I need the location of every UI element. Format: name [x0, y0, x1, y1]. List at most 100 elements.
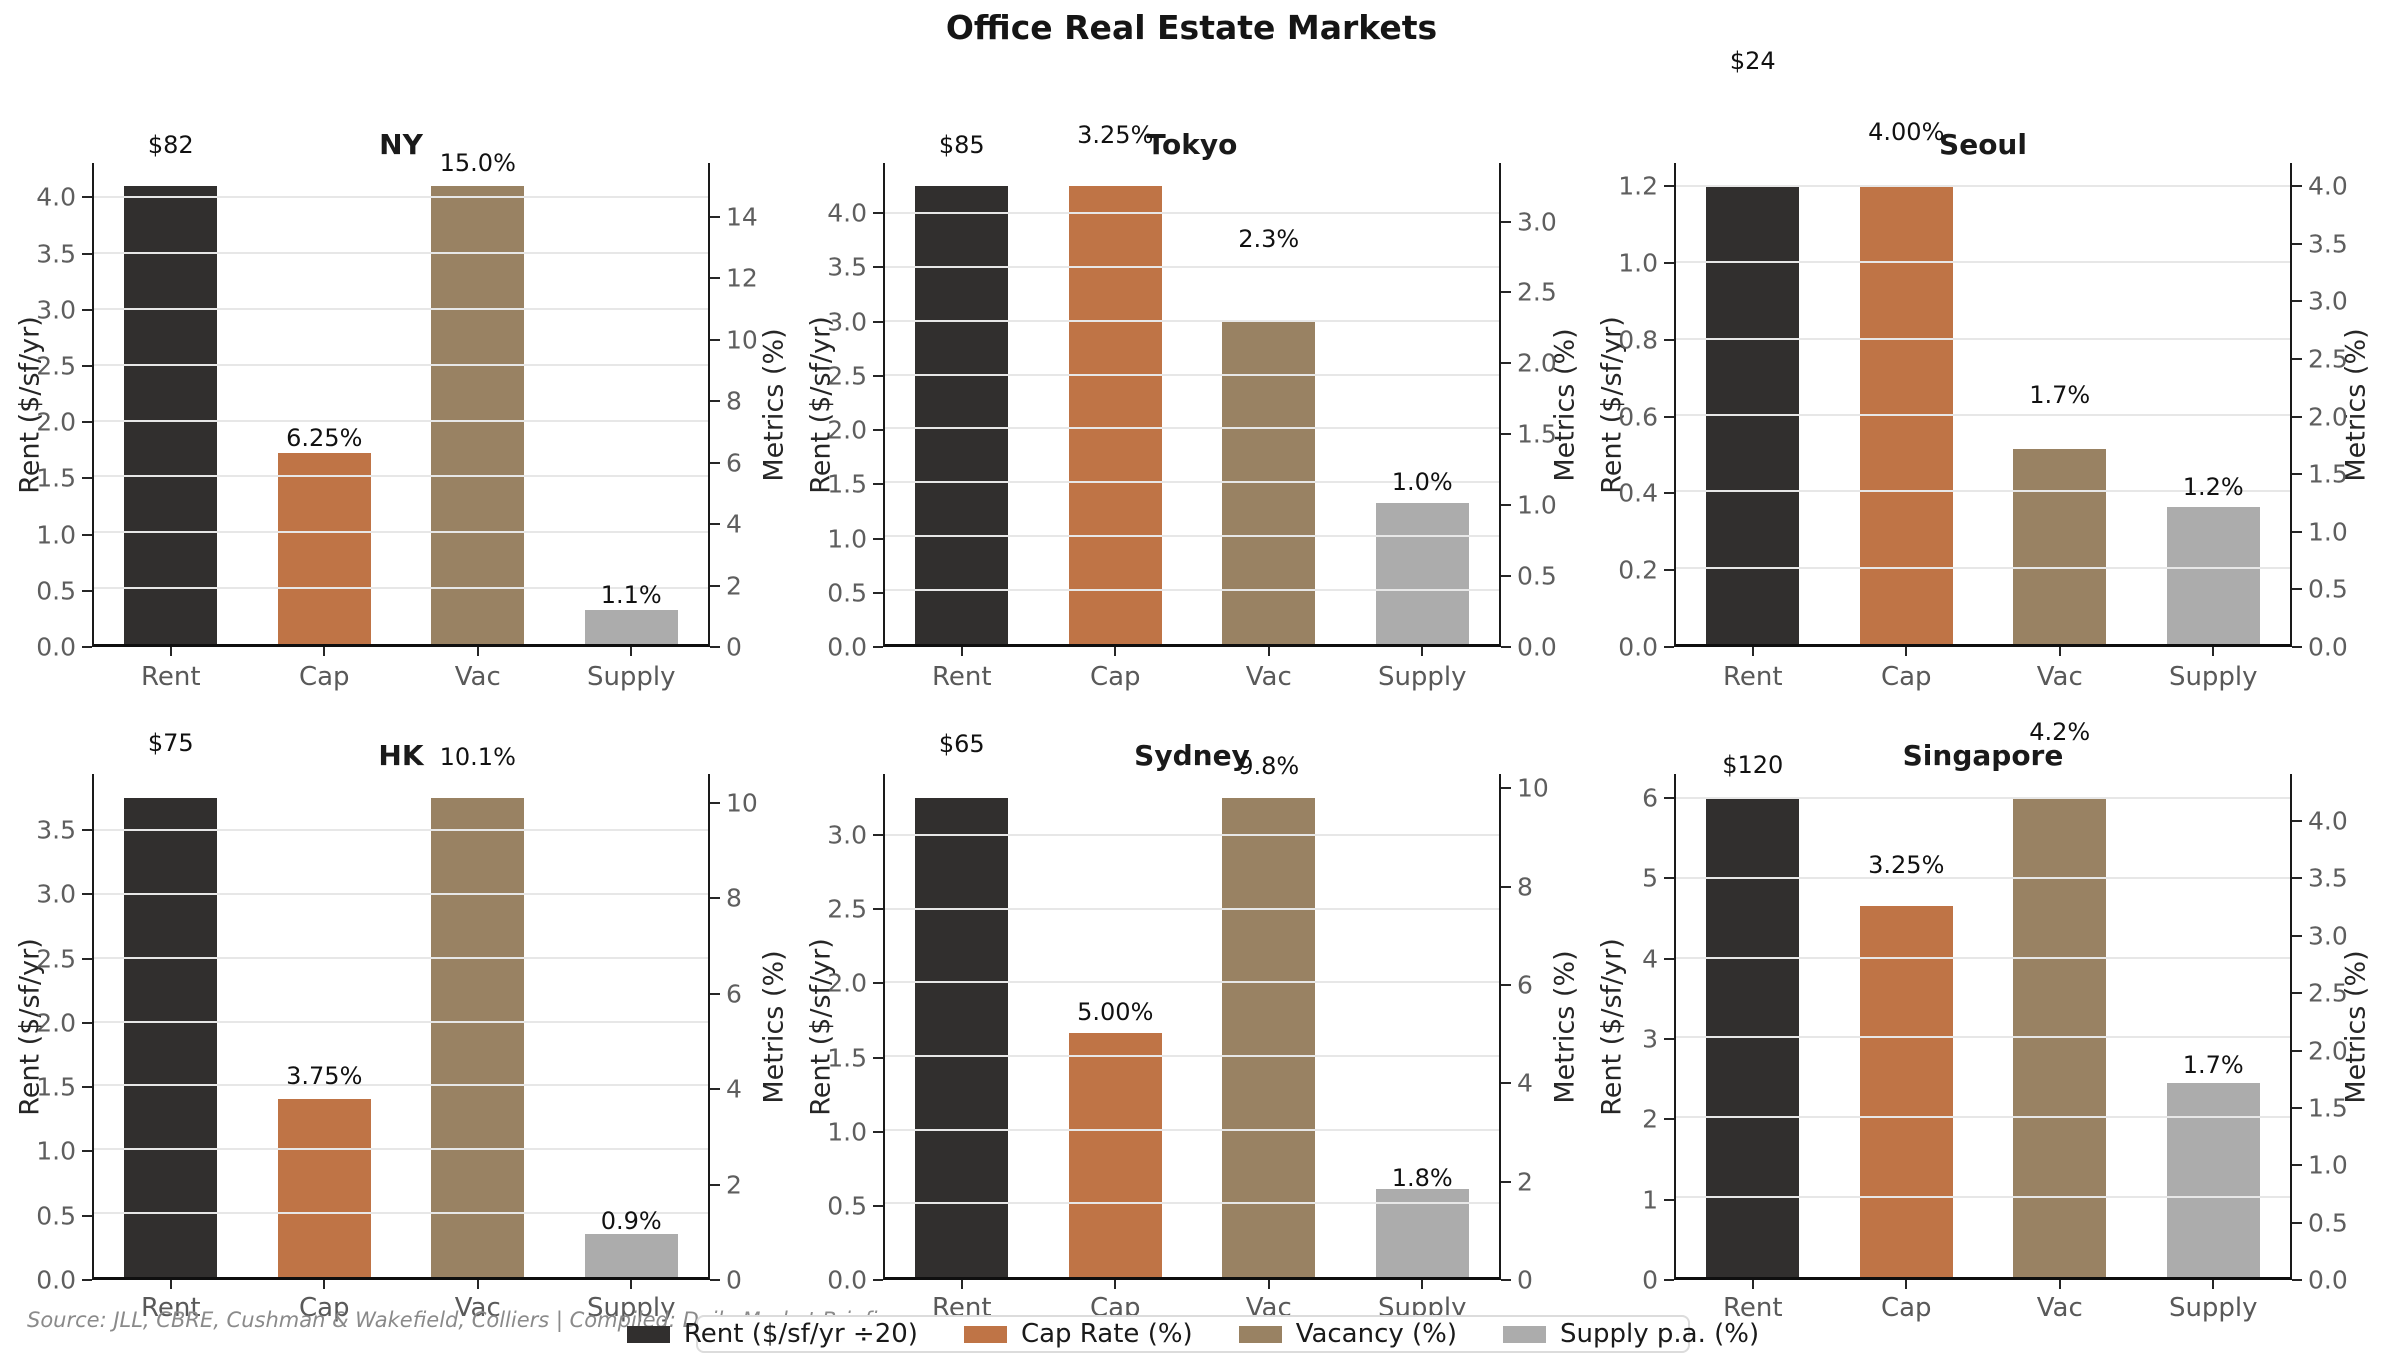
- right-tick-label-singapore: 2.0: [2308, 1036, 2348, 1066]
- left-tick-label-hk: 0.5: [36, 1201, 76, 1231]
- x-tick-label-singapore-rent: Rent: [1722, 1293, 1783, 1323]
- bar-ny-supply: [584, 610, 678, 644]
- left-tick-tokyo: [873, 320, 883, 323]
- right-tick-singapore: [2292, 992, 2302, 995]
- grid-line-ny: [94, 419, 708, 422]
- bar-value-label-seoul-vac: 1.7%: [2029, 381, 2091, 410]
- left-tick-ny: [82, 308, 92, 311]
- plot-area-tokyo: $85 3.25% 2.3% 1.0%: [883, 121, 1501, 647]
- grid-line-ny: [94, 307, 708, 310]
- bar-value-label-tokyo-cap: 3.25%: [1077, 120, 1154, 149]
- legend-item-vac: Vacancy (%): [1238, 1319, 1458, 1349]
- left-tick-label-tokyo: 3.0: [827, 307, 867, 337]
- plot-area-seoul: $24 4.00% 1.7% 1.2%: [1674, 47, 2292, 647]
- plot-area-singapore: $120 3.25% 4.2% 1.7%: [1674, 718, 2292, 1280]
- legend-item-rent: Rent ($/sf/yr ÷20): [626, 1319, 918, 1349]
- bar-value-label-singapore-rent: $120: [1722, 750, 1784, 779]
- right-tick-label-sydney: 8: [1517, 872, 1533, 902]
- grid-line-hk: [94, 1148, 708, 1151]
- left-tick-label-hk: 1.5: [36, 1072, 76, 1102]
- bar-value-label-singapore-vac: 4.2%: [2029, 717, 2091, 746]
- grid-line-tokyo: [885, 589, 1499, 592]
- left-tick-label-hk: 3.0: [36, 879, 76, 909]
- left-tick-label-tokyo: 4.0: [827, 198, 867, 228]
- legend-label-supply: Supply p.a. (%): [1560, 1319, 1760, 1349]
- x-tick-sydney: [1267, 1280, 1270, 1289]
- left-tick-ny: [82, 646, 92, 648]
- legend-item-supply: Supply p.a. (%): [1503, 1319, 1759, 1349]
- grid-line-ny: [94, 363, 708, 366]
- right-tick-ny: [710, 646, 720, 648]
- x-tick-sydney: [1114, 1280, 1117, 1289]
- right-tick-label-hk: 6: [726, 979, 742, 1009]
- right-tick-singapore: [2292, 1164, 2302, 1167]
- left-tick-singapore: [1664, 1279, 1674, 1281]
- x-tick-hk: [169, 1280, 172, 1289]
- left-tick-sydney: [873, 834, 883, 837]
- left-tick-label-tokyo: 2.0: [827, 415, 867, 445]
- left-tick-label-seoul: 0.6: [1618, 402, 1658, 432]
- right-tick-ny: [710, 338, 720, 341]
- right-tick-label-singapore: 1.5: [2308, 1093, 2348, 1123]
- right-tick-hk: [710, 1279, 720, 1281]
- bar-value-label-hk-vac: 10.1%: [439, 742, 516, 771]
- x-tick-label-ny-rent: Rent: [140, 662, 201, 692]
- left-axis-label-sydney: Rent ($/sf/yr): [805, 938, 837, 1116]
- right-tick-seoul: [2292, 242, 2302, 245]
- left-tick-label-singapore: 5: [1642, 863, 1658, 893]
- bar-value-label-sydney-rent: $65: [938, 729, 985, 758]
- left-tick-seoul: [1664, 492, 1674, 495]
- left-tick-label-ny: 4.0: [36, 182, 76, 212]
- right-tick-label-ny: 14: [726, 202, 758, 232]
- bar-seoul-vac: [2013, 449, 2107, 644]
- right-tick-label-seoul: 3.0: [2308, 286, 2348, 316]
- bar-value-label-singapore-cap: 3.25%: [1868, 851, 1945, 880]
- x-tick-label-hk-rent: Rent: [140, 1293, 201, 1323]
- grid-line-hk: [94, 1084, 708, 1087]
- bar-sydney-rent: [915, 797, 1009, 1277]
- right-tick-label-seoul: 1.5: [2308, 459, 2348, 489]
- right-tick-label-sydney: 10: [1517, 773, 1549, 803]
- left-tick-label-sydney: 0.5: [827, 1191, 867, 1221]
- x-tick-seoul: [2058, 647, 2061, 656]
- bar-value-label-hk-supply: 0.9%: [600, 1207, 662, 1236]
- grid-line-sydney: [885, 1202, 1499, 1205]
- legend-swatch-supply: [1503, 1325, 1547, 1343]
- right-tick-label-hk: 8: [726, 883, 742, 913]
- right-tick-singapore: [2292, 820, 2302, 823]
- left-tick-ny: [82, 589, 92, 592]
- left-tick-tokyo: [873, 429, 883, 432]
- grid-line-ny: [94, 531, 708, 534]
- legend-swatch-vac: [1238, 1325, 1282, 1343]
- left-tick-singapore: [1664, 797, 1674, 800]
- right-tick-label-seoul: 0.0: [2308, 632, 2348, 662]
- x-tick-label-singapore-supply: Supply: [2168, 1293, 2258, 1323]
- right-tick-seoul: [2292, 473, 2302, 476]
- bar-value-label-seoul-supply: 1.2%: [2182, 472, 2244, 501]
- legend-label-vac: Vacancy (%): [1295, 1319, 1458, 1349]
- left-tick-singapore: [1664, 877, 1674, 880]
- left-tick-tokyo: [873, 212, 883, 215]
- bar-value-label-sydney-supply: 1.8%: [1391, 1164, 1453, 1193]
- left-tick-tokyo: [873, 591, 883, 594]
- x-tick-label-tokyo-vac: Vac: [1245, 662, 1292, 692]
- grid-line-tokyo: [885, 535, 1499, 538]
- right-tick-seoul: [2292, 588, 2302, 591]
- grid-line-singapore: [1676, 876, 2290, 879]
- left-tick-label-ny: 2.5: [36, 351, 76, 381]
- right-tick-label-hk: 4: [726, 1074, 742, 1104]
- x-tick-tokyo: [1114, 647, 1117, 656]
- left-tick-label-tokyo: 1.0: [827, 524, 867, 554]
- right-tick-singapore: [2292, 1106, 2302, 1109]
- x-tick-tokyo: [960, 647, 963, 656]
- bar-value-label-ny-vac: 15.0%: [439, 148, 516, 177]
- left-tick-sydney: [873, 1130, 883, 1133]
- bar-tokyo-supply: [1375, 503, 1469, 644]
- right-tick-tokyo: [1501, 433, 1511, 436]
- left-tick-label-hk: 3.5: [36, 815, 76, 845]
- legend-item-cap: Cap Rate (%): [963, 1319, 1193, 1349]
- x-tick-label-tokyo-cap: Cap: [1089, 662, 1141, 692]
- bar-hk-supply: [584, 1234, 678, 1277]
- bar-value-label-seoul-rent: $24: [1729, 46, 1776, 75]
